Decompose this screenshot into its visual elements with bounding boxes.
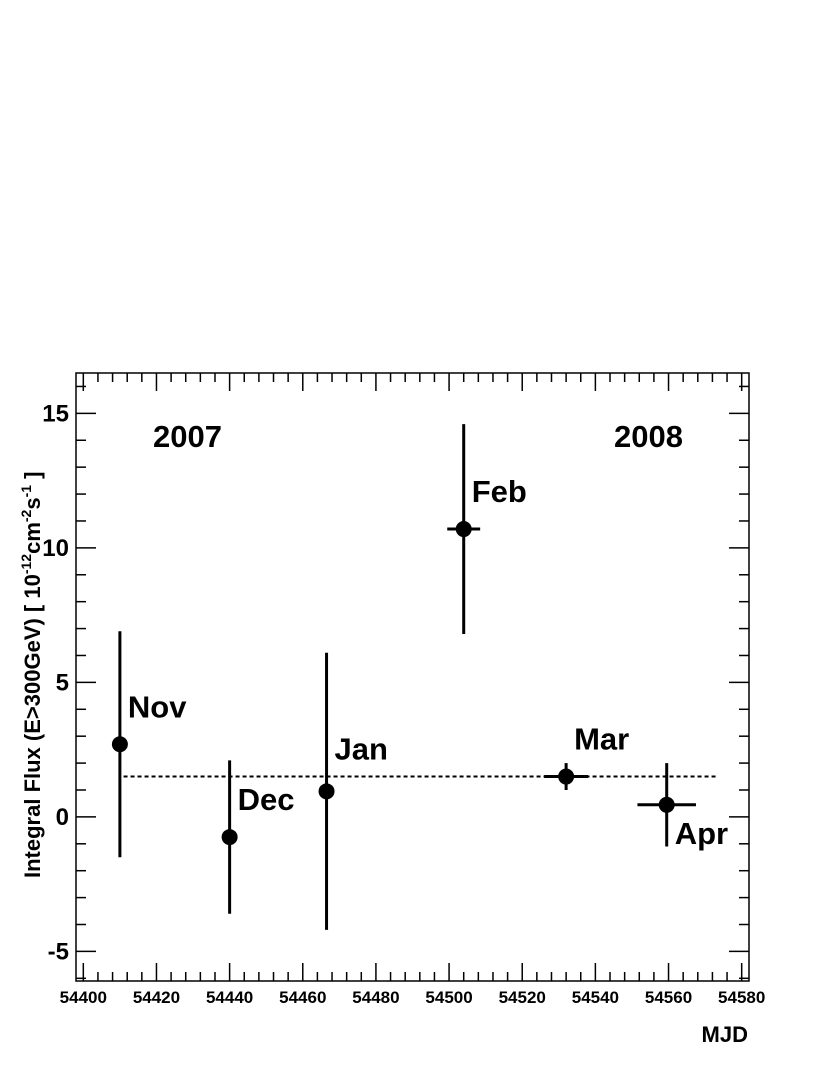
x-tick-label: 54480 xyxy=(352,988,399,1007)
axis-ticks xyxy=(76,373,749,981)
y-axis-title-end: ] xyxy=(20,472,45,485)
y-axis-title-base: Integral Flux (E>300GeV) [ 10 xyxy=(20,574,45,878)
x-tick-label: 54560 xyxy=(645,988,692,1007)
y-tick-labels: -5 0 5 10 15 xyxy=(42,400,69,965)
point-label: Dec xyxy=(238,782,295,817)
data-point xyxy=(111,736,128,753)
x-tick-label: 54540 xyxy=(572,988,619,1007)
point-label: Nov xyxy=(128,689,187,724)
point-label: Apr xyxy=(675,816,728,851)
year-2008-label: 2008 xyxy=(614,419,683,454)
y-axis-title-unit-s: s xyxy=(20,497,45,509)
y-tick-label: -5 xyxy=(48,938,69,965)
x-tick-label: 54500 xyxy=(425,988,472,1007)
y-axis-title-unit-cm: cm xyxy=(20,522,45,554)
x-tick-labels: 54400 54420 54440 54460 54480 54500 54520 54540… xyxy=(60,988,766,1007)
data-point xyxy=(221,829,238,846)
plot-frame xyxy=(75,372,750,982)
y-axis-title: Integral Flux (E>300GeV) [ 10-12cm-2s-1 … xyxy=(18,472,45,878)
y-axis-title-exp3: -1 xyxy=(18,485,34,498)
point-label: Feb xyxy=(472,474,527,509)
y-axis-title-exp1: -12 xyxy=(18,554,34,574)
x-tick-label: 54580 xyxy=(718,988,765,1007)
y-axis-title-exp2: -2 xyxy=(18,509,34,522)
data-points xyxy=(111,424,696,930)
x-tick-label: 54440 xyxy=(206,988,253,1007)
data-point xyxy=(558,768,575,785)
data-point xyxy=(318,783,335,800)
point-label: Mar xyxy=(574,722,629,757)
y-tick-label: 15 xyxy=(42,400,69,427)
x-axis-title: MJD xyxy=(702,1022,748,1047)
point-label: Jan xyxy=(335,731,388,766)
year-2007-label: 2007 xyxy=(153,419,222,454)
y-tick-label: 10 xyxy=(42,535,69,562)
x-tick-label: 54400 xyxy=(60,988,107,1007)
point-labels: Nov Dec Jan Feb Mar Apr xyxy=(128,474,728,851)
x-tick-label: 54520 xyxy=(499,988,546,1007)
y-tick-label: 5 xyxy=(56,669,69,696)
data-point xyxy=(658,796,675,813)
x-tick-label: 54420 xyxy=(133,988,180,1007)
data-point xyxy=(455,521,472,538)
x-tick-label: 54460 xyxy=(279,988,326,1007)
y-tick-label: 0 xyxy=(56,804,69,831)
